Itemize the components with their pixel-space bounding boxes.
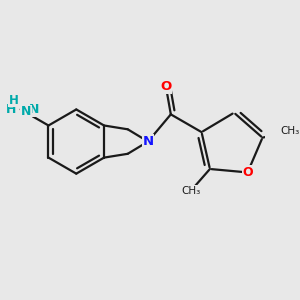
Text: H: H	[9, 94, 19, 107]
Text: H: H	[6, 103, 16, 116]
Text: N: N	[142, 135, 154, 148]
Text: N: N	[29, 103, 40, 116]
Text: O: O	[160, 80, 172, 93]
Text: CH₃: CH₃	[182, 186, 201, 196]
Text: CH₃: CH₃	[281, 126, 300, 136]
Text: N: N	[21, 106, 31, 118]
Text: O: O	[242, 166, 253, 179]
